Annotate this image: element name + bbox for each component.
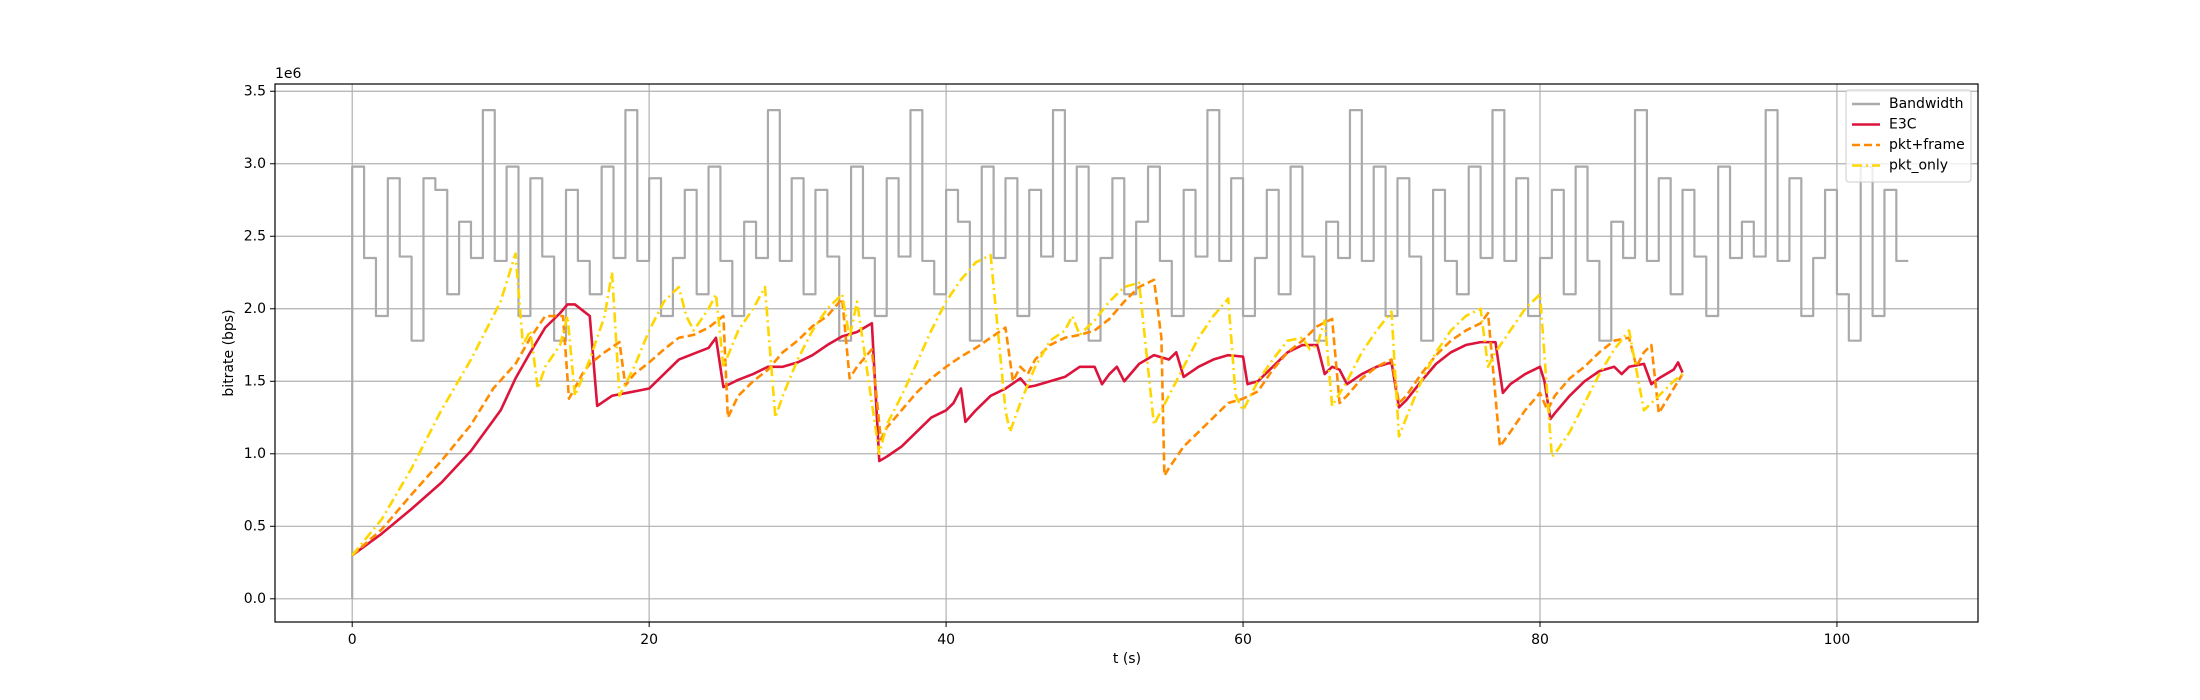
y-tick-label: 3.5 [244, 83, 266, 99]
x-tick-label: 60 [1234, 632, 1252, 648]
x-tick-label: 100 [1824, 632, 1851, 648]
x-tick-label: 20 [640, 632, 658, 648]
legend-label: Bandwidth [1889, 96, 1964, 112]
y-tick-label: 1.0 [244, 446, 266, 462]
series-line [351, 109, 1909, 599]
x-tick-label: 40 [937, 632, 955, 648]
y-tick-label: 0.0 [244, 591, 266, 607]
series-line [351, 278, 1684, 557]
x-axis-label: t (s) [1113, 651, 1141, 667]
series-line [351, 303, 1684, 557]
plot-frame [274, 83, 1979, 623]
legend-label: E3C [1889, 117, 1917, 133]
y-offset-label: 1e6 [275, 66, 302, 82]
y-axis-label: bitrate (bps) [221, 309, 237, 396]
y-tick-label: 1.5 [244, 373, 266, 389]
y-tick-label: 2.0 [244, 301, 266, 317]
legend-box [1845, 89, 1972, 183]
legend-label: pkt+frame [1889, 137, 1965, 153]
y-tick-label: 3.0 [244, 156, 266, 172]
plot-area [351, 109, 1909, 599]
y-tick-label: 2.5 [244, 228, 266, 244]
legend-label: pkt_only [1889, 158, 1948, 174]
x-tick-label: 80 [1531, 632, 1549, 648]
x-tick-label: 0 [348, 632, 357, 648]
y-tick-label: 0.5 [244, 518, 266, 534]
series-line [351, 252, 1684, 557]
